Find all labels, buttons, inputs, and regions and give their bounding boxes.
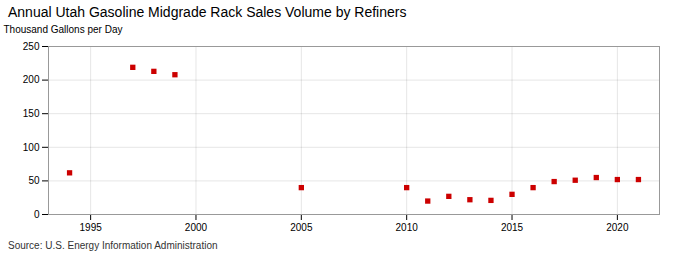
svg-text:2005: 2005: [290, 222, 313, 233]
svg-text:150: 150: [23, 108, 40, 119]
svg-text:Thousand Gallons per Day: Thousand Gallons per Day: [4, 24, 123, 35]
svg-text:2015: 2015: [501, 222, 524, 233]
svg-text:250: 250: [23, 41, 40, 52]
svg-text:50: 50: [28, 175, 40, 186]
html-text:Source: U.S. Energy Informatio: Source: U.S. Energy Information Administ…: [8, 240, 218, 251]
svg-text:100: 100: [23, 142, 40, 153]
svg-text:2000: 2000: [185, 222, 208, 233]
svg-text:0: 0: [34, 209, 40, 220]
svg-text:200: 200: [23, 74, 40, 85]
svg-text:1995: 1995: [80, 222, 103, 233]
svg-text:2010: 2010: [396, 222, 419, 233]
html-text:Annual Utah Gasoline Midgrade: Annual Utah Gasoline Midgrade Rack Sales…: [8, 4, 407, 20]
svg-text:2020: 2020: [606, 222, 629, 233]
